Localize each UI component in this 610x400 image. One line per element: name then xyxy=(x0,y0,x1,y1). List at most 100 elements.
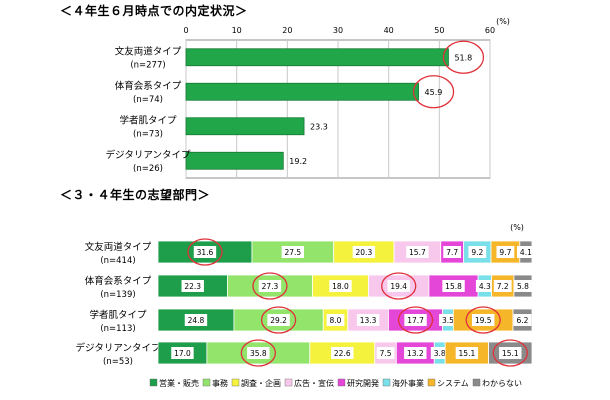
chart1-category-n: (n=74) xyxy=(133,95,163,105)
chart2-category-label: デジタリアンタイプ xyxy=(76,342,161,354)
chart2-value-label: 31.6 xyxy=(197,248,214,257)
chart2-value-label-box xyxy=(352,246,376,258)
chart2-value-label: 5.8 xyxy=(517,282,529,291)
chart2-value-label-box xyxy=(404,314,427,326)
chart1-category-n: (n=26) xyxy=(133,164,163,174)
chart1-value-label: 45.9 xyxy=(425,88,443,97)
chart2-unit-label: (%) xyxy=(510,223,524,232)
chart2-value-label-box xyxy=(258,280,282,292)
chart2-highlight-circle xyxy=(397,306,434,334)
chart2-value-label: 27.3 xyxy=(262,282,279,291)
chart1-tick-label: 10 xyxy=(232,26,242,35)
chart2-value-label: 22.3 xyxy=(184,282,201,291)
chart2-value-label-box xyxy=(468,246,487,258)
chart2-value-label: 9.7 xyxy=(499,248,511,257)
chart2-value-label-box xyxy=(496,246,515,258)
chart1-bar xyxy=(185,151,284,170)
chart2-value-label-box xyxy=(267,314,290,326)
chart1-tick-label: 0 xyxy=(183,26,188,35)
chart2-value-label: 13.2 xyxy=(407,349,424,358)
chart2-value-label-box xyxy=(171,347,194,359)
chart2-value-label: 19.4 xyxy=(390,282,407,291)
chart2-value-label-box xyxy=(517,246,535,258)
chart2-highlight-circle xyxy=(492,339,528,367)
chart2-category-label: 学者肌タイプ xyxy=(89,309,147,321)
chart2-value-label: 7.7 xyxy=(446,248,458,257)
chart2-value-label-box xyxy=(439,314,457,326)
chart2-value-label-box xyxy=(193,246,217,258)
chart2-legend-swatch xyxy=(337,378,346,387)
chart2-value-label-box xyxy=(387,280,410,292)
chart2-value-label: 3.8 xyxy=(434,349,446,358)
chart2-value-label: 24.8 xyxy=(188,316,205,325)
chart2-value-label: 20.3 xyxy=(356,248,373,257)
chart2-legend-swatch xyxy=(149,378,158,387)
chart1-category-label: 学者肌タイプ xyxy=(119,114,177,126)
chart2-value-label: 15.8 xyxy=(445,282,462,291)
chart2-value-label: 18.0 xyxy=(332,282,349,291)
chart2-value-label-box xyxy=(442,280,465,292)
chart2-category-n: (n=139) xyxy=(100,290,135,300)
chart2-value-label-box xyxy=(247,347,270,359)
chart2-highlight-circle xyxy=(260,306,297,334)
chart1-bar xyxy=(185,82,419,101)
chart2-legend-swatch xyxy=(202,378,211,387)
chart2-value-label: 15.1 xyxy=(459,349,476,358)
chart2-value-label-box xyxy=(376,347,395,359)
chart2-value-label-box xyxy=(281,246,305,258)
chart2-value-label: 8.0 xyxy=(330,316,342,325)
chart2-value-label: 29.2 xyxy=(270,316,287,325)
chart2-value-label: 17.7 xyxy=(407,316,424,325)
chart2-highlight-circle xyxy=(465,306,501,334)
chart1-value-label: 19.2 xyxy=(289,157,307,166)
chart2-value-label-box xyxy=(430,347,449,359)
chart2-value-label-box xyxy=(514,280,532,292)
chart2-value-label: 27.5 xyxy=(284,248,301,257)
chart2-value-label: 9.2 xyxy=(471,248,483,257)
chart2-value-label: 17.0 xyxy=(174,349,191,358)
chart2-value-label-box xyxy=(406,246,429,258)
chart2-value-label-box xyxy=(184,314,208,326)
chart2-category-n: (n=53) xyxy=(103,357,133,367)
chart1-category-label: 文友両道タイプ xyxy=(115,45,182,57)
chart1-tick-label: 20 xyxy=(282,26,292,35)
chart2-legend-label: 調査・企画 xyxy=(241,378,281,388)
chart2-value-label: 15.1 xyxy=(502,349,519,358)
chart1-tick-label: 40 xyxy=(384,26,394,35)
chart2-value-label: 3.5 xyxy=(442,316,454,325)
chart1-category-label: 体育会系タイプ xyxy=(115,80,182,92)
chart2-category-n: (n=414) xyxy=(100,256,135,266)
chart2-value-label-box xyxy=(443,246,462,258)
chart2-value-label: 7.2 xyxy=(497,282,509,291)
chart2-value-label-box xyxy=(455,347,479,359)
chart2-value-label-box xyxy=(475,280,494,292)
chart2-legend-label: システム xyxy=(437,379,469,388)
chart2-value-label-box xyxy=(404,347,427,359)
chart1-bar xyxy=(185,48,449,67)
chart1-placement-status: 0 10 20 30 40 50 60(%) 51.8 文友両道タイプ (n=277) 45.9 体育… xyxy=(106,17,510,179)
chart1-tick-label: 30 xyxy=(333,26,343,35)
chart2-category-n: (n=113) xyxy=(100,324,135,334)
chart1-unit-label: (%) xyxy=(496,17,510,26)
chart2-value-label: 6.2 xyxy=(517,316,529,325)
chart2-value-label: 7.5 xyxy=(380,349,392,358)
chart2-value-label: 19.5 xyxy=(475,316,492,325)
chart2-value-label-box xyxy=(329,280,352,292)
chart2-legend-label: 研究開発 xyxy=(347,378,379,388)
chart1-highlight-circle xyxy=(412,75,455,109)
chart2-value-label-box xyxy=(356,314,380,326)
chart2-category-label: 文友両道タイプ xyxy=(85,241,152,253)
chart2-value-label-box xyxy=(326,314,345,326)
chart2-legend-swatch xyxy=(472,378,481,387)
chart2-value-label-box xyxy=(499,347,522,359)
chart2-legend-label: 海外事業 xyxy=(392,378,424,388)
chart2-legend-label: 営業・販売 xyxy=(159,378,199,388)
chart1-tick-label: 50 xyxy=(434,26,444,35)
chart1-bar xyxy=(185,117,305,136)
chart2-value-label: 4.1 xyxy=(520,248,532,257)
chart1-value-label: 23.3 xyxy=(310,122,328,131)
chart2-value-label: 35.8 xyxy=(250,349,267,358)
chart2-highlight-circle xyxy=(252,272,288,300)
chart2-value-label-box xyxy=(181,280,204,292)
